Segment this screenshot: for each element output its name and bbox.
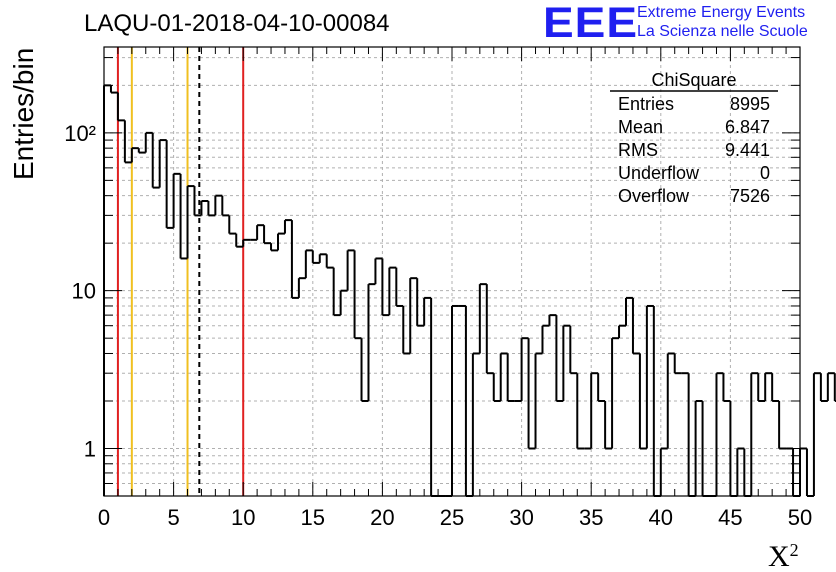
stats-label: RMS — [618, 140, 658, 160]
tick-labels: 0 5 10 15 20 25 30 35 40 45 50 1 10 10² — [64, 121, 812, 530]
x-tick-label: 15 — [301, 505, 325, 530]
x-axis-label: X2 — [768, 540, 799, 572]
x-axis-label-exp: 2 — [790, 540, 799, 560]
x-tick-label: 0 — [98, 505, 110, 530]
stats-value: 6.847 — [725, 117, 770, 137]
x-tick-label: 5 — [167, 505, 179, 530]
y-axis-label: Entries/bin — [8, 48, 39, 180]
x-tick-label: 45 — [718, 505, 742, 530]
stats-value: 0 — [760, 163, 770, 183]
eee-logo: EEE — [543, 0, 639, 47]
logo-caption-line2: La Scienza nelle Scuole — [637, 23, 808, 40]
x-tick-label: 10 — [231, 505, 255, 530]
reference-lines — [116, 47, 245, 496]
y-tick-label: 10 — [72, 279, 96, 304]
x-tick-label: 30 — [509, 505, 533, 530]
x-axis-label-main: X — [768, 540, 790, 572]
stats-value: 8995 — [730, 94, 770, 114]
stats-box: ChiSquare Entries 8995 Mean 6.847 RMS 9.441 Und… — [610, 70, 778, 206]
x-tick-label: 50 — [788, 505, 812, 530]
y-tick-label: 10² — [64, 121, 96, 146]
x-tick-label: 40 — [649, 505, 673, 530]
stats-value: 7526 — [730, 186, 770, 206]
histogram — [103, 84, 836, 497]
stats-value: 9.441 — [725, 140, 770, 160]
x-tick-label: 35 — [579, 505, 603, 530]
x-tick-label: 20 — [370, 505, 394, 530]
y-tick-label: 1 — [84, 436, 96, 461]
axis-ticks — [103, 47, 801, 496]
logo-caption-line1: Extreme Energy Events — [637, 4, 806, 21]
stats-title: ChiSquare — [651, 70, 736, 90]
stats-label: Entries — [618, 94, 674, 114]
stats-label: Mean — [618, 117, 663, 137]
x-tick-label: 25 — [440, 505, 464, 530]
stats-label: Overflow — [618, 186, 690, 206]
stats-label: Underflow — [618, 163, 700, 183]
chart-title: LAQU-01-2018-04-10-00084 — [84, 10, 390, 37]
